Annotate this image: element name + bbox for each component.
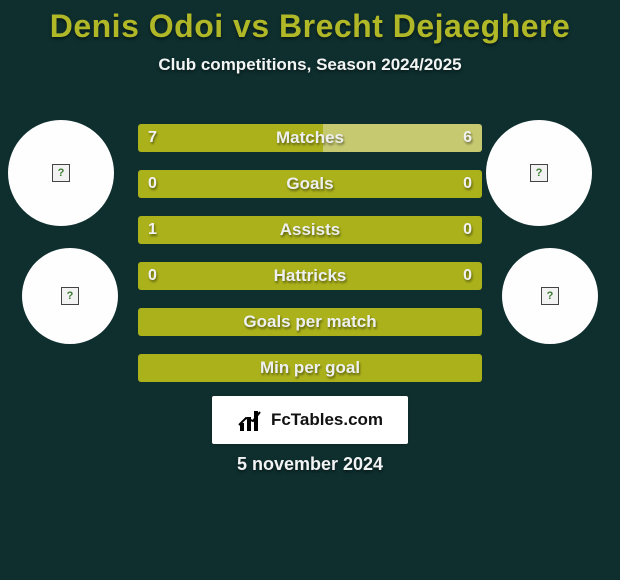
stat-row: Goals per match xyxy=(138,308,482,336)
stat-row: Matches76 xyxy=(138,124,482,152)
avatar-player1: ? xyxy=(22,248,118,344)
stat-value-right: 6 xyxy=(463,124,472,152)
stat-bar-left xyxy=(138,216,482,244)
stat-value-left: 1 xyxy=(148,216,157,244)
subtitle: Club competitions, Season 2024/2025 xyxy=(0,55,620,75)
stat-value-right: 0 xyxy=(463,262,472,290)
stat-bar-full xyxy=(138,262,482,290)
stat-value-right: 0 xyxy=(463,170,472,198)
stat-row: Goals00 xyxy=(138,170,482,198)
stat-bar-right xyxy=(323,124,482,152)
image-placeholder-icon: ? xyxy=(541,287,559,305)
stat-value-left: 0 xyxy=(148,170,157,198)
avatar-player1-club: ? xyxy=(8,120,114,226)
stat-bar-full xyxy=(138,354,482,382)
avatar-player2-club: ? xyxy=(486,120,592,226)
date-text: 5 november 2024 xyxy=(0,454,620,475)
stat-value-left: 7 xyxy=(148,124,157,152)
stat-value-right: 0 xyxy=(463,216,472,244)
stat-bar-full xyxy=(138,308,482,336)
comparison-bars: Matches76Goals00Assists10Hattricks00Goal… xyxy=(138,124,482,400)
stat-bar-full xyxy=(138,170,482,198)
stat-value-left: 0 xyxy=(148,262,157,290)
stat-row: Hattricks00 xyxy=(138,262,482,290)
image-placeholder-icon: ? xyxy=(52,164,70,182)
stat-row: Min per goal xyxy=(138,354,482,382)
stat-bar-left xyxy=(138,124,323,152)
avatar-player2: ? xyxy=(502,248,598,344)
stat-row: Assists10 xyxy=(138,216,482,244)
infographic-root: Denis Odoi vs Brecht Dejaeghere Club com… xyxy=(0,0,620,580)
brand-chart-icon xyxy=(237,409,265,431)
page-title: Denis Odoi vs Brecht Dejaeghere xyxy=(0,0,620,45)
image-placeholder-icon: ? xyxy=(61,287,79,305)
image-placeholder-icon: ? xyxy=(530,164,548,182)
brand-badge: FcTables.com xyxy=(212,396,408,444)
brand-text: FcTables.com xyxy=(271,410,383,430)
